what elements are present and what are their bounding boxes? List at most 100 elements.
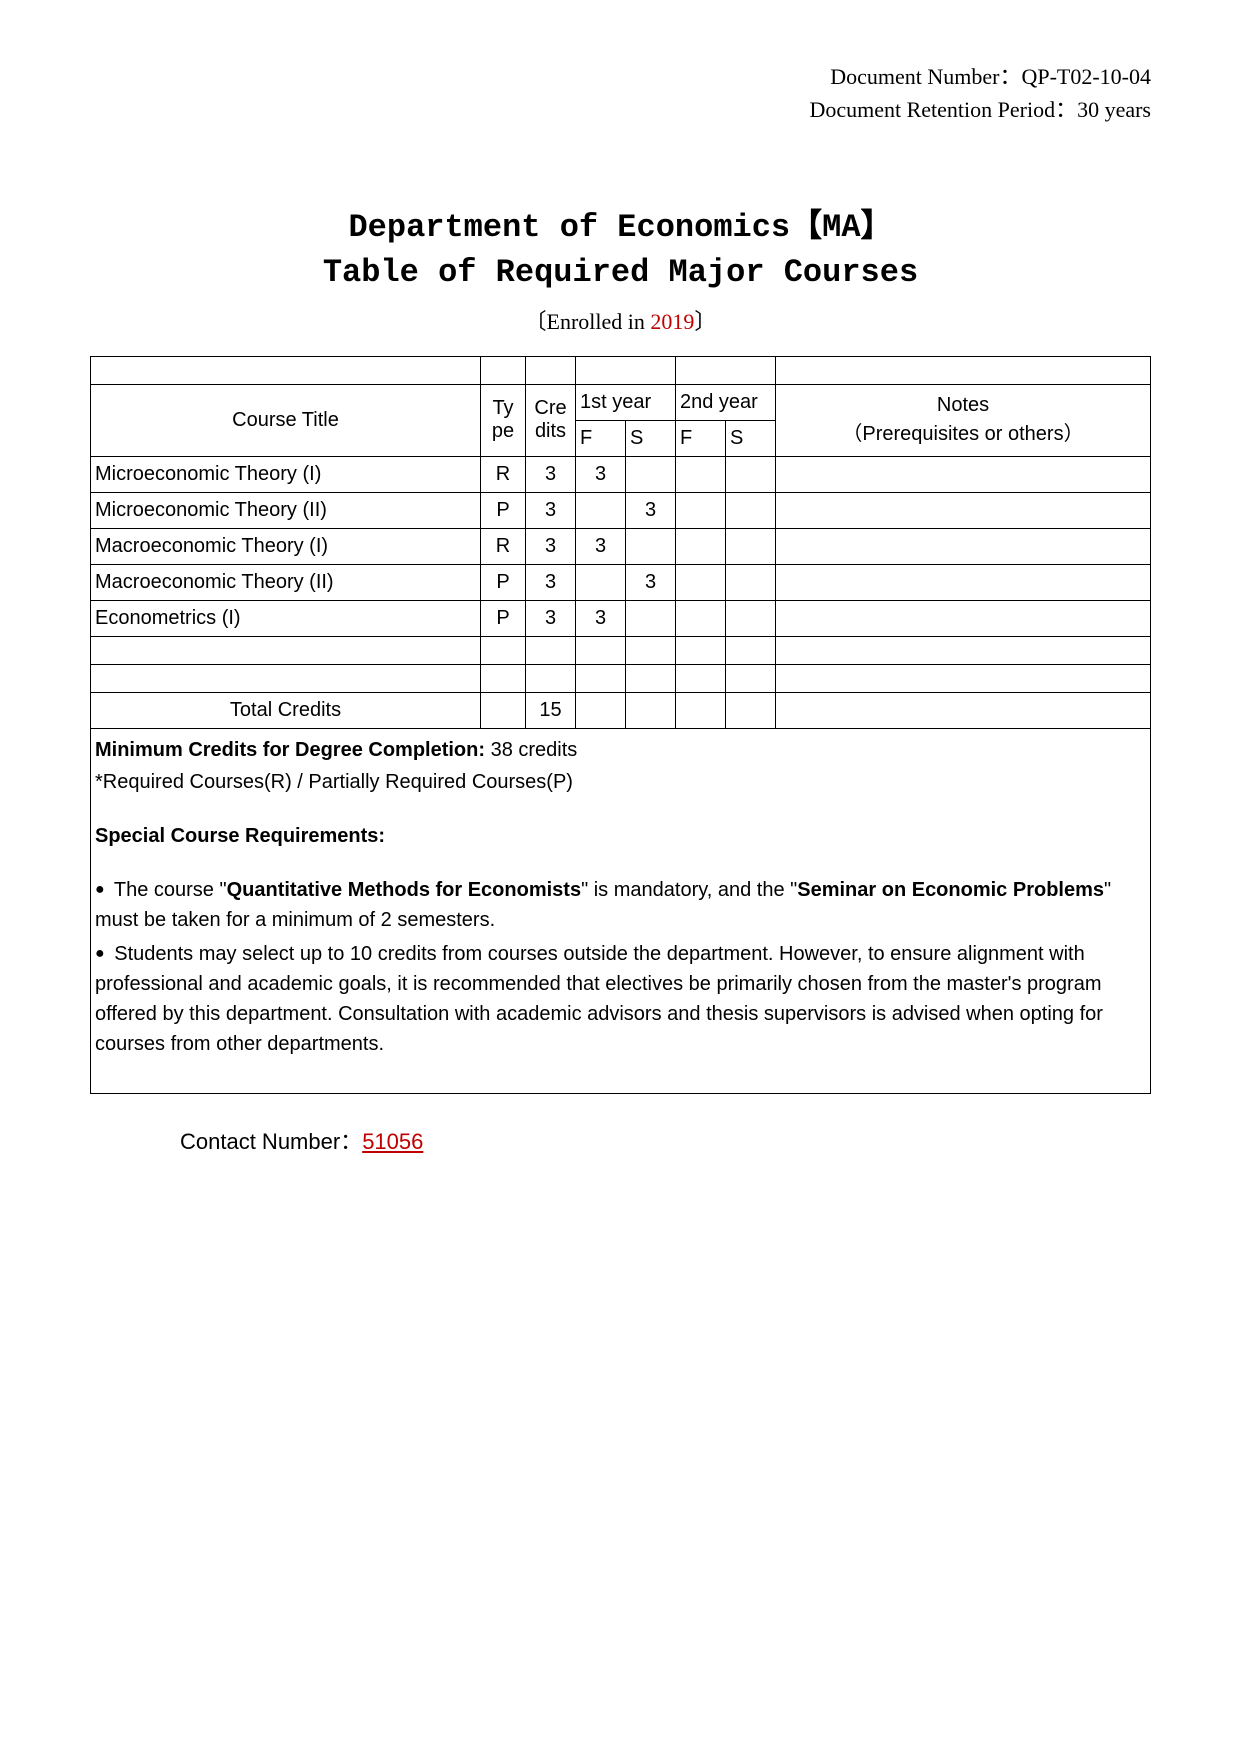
title-block: Department of Economics【MA】 Table of Req… bbox=[90, 206, 1151, 336]
total-y2s bbox=[726, 692, 776, 728]
cell-y1f: 3 bbox=[576, 528, 626, 564]
header-y2f: F bbox=[676, 420, 726, 456]
cell-type: P bbox=[481, 492, 526, 528]
doc-number-label: Document Number： bbox=[830, 64, 1021, 89]
header-credits: Credits bbox=[526, 384, 576, 456]
cell-type: R bbox=[481, 456, 526, 492]
cell-y1s: 3 bbox=[626, 492, 676, 528]
cell-notes bbox=[776, 664, 1151, 692]
cell-y1f bbox=[576, 492, 626, 528]
title-line-2: Table of Required Major Courses bbox=[90, 251, 1151, 296]
cell-y1s: 3 bbox=[626, 564, 676, 600]
min-credits-value: 38 credits bbox=[485, 739, 577, 761]
cell-y2s bbox=[726, 636, 776, 664]
bullet-item-1: ● The course "Quantitative Methods for E… bbox=[95, 875, 1146, 935]
header-notes-sub: （Prerequisites or others） bbox=[842, 423, 1083, 445]
legend-line: *Required Courses(R) / Partially Require… bbox=[95, 767, 1146, 797]
total-credits: 15 bbox=[526, 692, 576, 728]
enrolled-year: 2019 bbox=[650, 309, 694, 334]
cell-type bbox=[481, 664, 526, 692]
cell-credits bbox=[526, 664, 576, 692]
cell-y2f bbox=[676, 456, 726, 492]
cell-y2s bbox=[726, 664, 776, 692]
cell-notes bbox=[776, 636, 1151, 664]
enrolled-line: 〔Enrolled in 2019〕 bbox=[90, 304, 1151, 336]
cell-notes bbox=[776, 564, 1151, 600]
cell-type: P bbox=[481, 564, 526, 600]
table-total-row: Total Credits 15 bbox=[91, 692, 1151, 728]
cell-y2f bbox=[676, 492, 726, 528]
cell-type: P bbox=[481, 600, 526, 636]
header-notes: Notes （Prerequisites or others） bbox=[776, 384, 1151, 456]
cell-y1s bbox=[626, 528, 676, 564]
table-empty-top-row bbox=[91, 356, 1151, 384]
cell-y2f bbox=[676, 636, 726, 664]
table-row: Microeconomic Theory (I)R33 bbox=[91, 456, 1151, 492]
cell-notes bbox=[776, 456, 1151, 492]
header-year2: 2nd year bbox=[676, 384, 776, 420]
header-year1: 1st year bbox=[576, 384, 676, 420]
table-row: Econometrics (I)P33 bbox=[91, 600, 1151, 636]
cell-title: Macroeconomic Theory (II) bbox=[91, 564, 481, 600]
cell-title: Microeconomic Theory (I) bbox=[91, 456, 481, 492]
cell-y1s bbox=[626, 600, 676, 636]
cell-credits: 3 bbox=[526, 600, 576, 636]
bullet1-bold2: Seminar on Economic Problems bbox=[797, 879, 1104, 901]
cell-credits: 3 bbox=[526, 564, 576, 600]
total-y2f bbox=[676, 692, 726, 728]
total-label: Total Credits bbox=[91, 692, 481, 728]
enrolled-suffix: 〕 bbox=[694, 309, 716, 334]
bullet-icon: ● bbox=[95, 942, 105, 966]
cell-y2f bbox=[676, 600, 726, 636]
cell-y2f bbox=[676, 564, 726, 600]
bullet2-text: Students may select up to 10 credits fro… bbox=[95, 943, 1103, 1055]
doc-number-value: QP-T02-10-04 bbox=[1021, 64, 1151, 89]
cell-y2s bbox=[726, 600, 776, 636]
table-header-row-1: Course Title Type Credits 1st year 2nd y… bbox=[91, 384, 1151, 420]
bullet1-bold1: Quantitative Methods for Economists bbox=[227, 879, 581, 901]
header-notes-text: Notes bbox=[937, 394, 989, 416]
cell-notes bbox=[776, 600, 1151, 636]
cell-y2s bbox=[726, 456, 776, 492]
table-row: Macroeconomic Theory (I)R33 bbox=[91, 528, 1151, 564]
cell-title: Microeconomic Theory (II) bbox=[91, 492, 481, 528]
cell-title: Macroeconomic Theory (I) bbox=[91, 528, 481, 564]
cell-credits bbox=[526, 636, 576, 664]
cell-y1f bbox=[576, 664, 626, 692]
cell-y2s bbox=[726, 564, 776, 600]
min-credits-line: Minimum Credits for Degree Completion: 3… bbox=[95, 735, 1146, 765]
title-line-1: Department of Economics【MA】 bbox=[90, 206, 1151, 251]
cell-title: Econometrics (I) bbox=[91, 600, 481, 636]
cell-y1f bbox=[576, 636, 626, 664]
table-row bbox=[91, 664, 1151, 692]
cell-y2s bbox=[726, 528, 776, 564]
cell-credits: 3 bbox=[526, 492, 576, 528]
cell-title bbox=[91, 664, 481, 692]
table-row: Microeconomic Theory (II)P33 bbox=[91, 492, 1151, 528]
cell-notes bbox=[776, 492, 1151, 528]
bullet1-mid: " is mandatory, and the " bbox=[581, 879, 797, 901]
bullet-icon: ● bbox=[95, 878, 105, 902]
header-type: Type bbox=[481, 384, 526, 456]
special-requirements-title: Special Course Requirements: bbox=[95, 821, 1146, 851]
contact-line: Contact Number：51056 bbox=[180, 1124, 1151, 1156]
cell-y2f bbox=[676, 664, 726, 692]
cell-credits: 3 bbox=[526, 456, 576, 492]
total-type bbox=[481, 692, 526, 728]
min-credits-label: Minimum Credits for Degree Completion: bbox=[95, 739, 485, 761]
cell-y1s bbox=[626, 636, 676, 664]
contact-label: Contact Number： bbox=[180, 1129, 362, 1154]
header-course-title: Course Title bbox=[91, 384, 481, 456]
bullet-item-2: ● Students may select up to 10 credits f… bbox=[95, 939, 1146, 1059]
cell-y1f: 3 bbox=[576, 600, 626, 636]
cell-type bbox=[481, 636, 526, 664]
total-notes bbox=[776, 692, 1151, 728]
cell-credits: 3 bbox=[526, 528, 576, 564]
cell-y2f bbox=[676, 528, 726, 564]
total-y1s bbox=[626, 692, 676, 728]
cell-title bbox=[91, 636, 481, 664]
retention-value: 30 years bbox=[1077, 97, 1151, 122]
contact-number: 51056 bbox=[362, 1129, 423, 1154]
total-y1f bbox=[576, 692, 626, 728]
cell-y1f: 3 bbox=[576, 456, 626, 492]
